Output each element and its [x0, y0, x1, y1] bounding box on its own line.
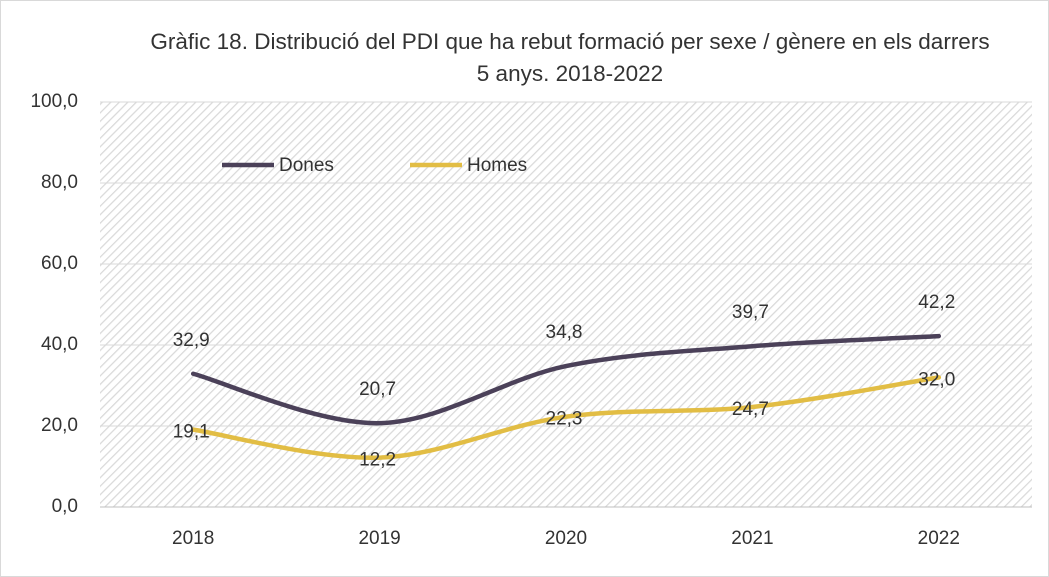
- line: [190, 333, 942, 426]
- data-label: 32,9: [173, 330, 210, 351]
- legend-label: Homes: [467, 155, 527, 176]
- x-tick-label: 2020: [545, 528, 587, 549]
- x-tick-label: 2021: [731, 528, 773, 549]
- y-tick-label: 80,0: [41, 172, 78, 193]
- x-tick-label: 2018: [172, 528, 214, 549]
- x-tick-label: 2022: [918, 528, 960, 549]
- data-label: 19,1: [173, 422, 210, 443]
- line: [190, 375, 942, 460]
- data-label: 20,7: [359, 379, 396, 400]
- data-label: 22,3: [546, 409, 583, 430]
- y-tick-label: 0,0: [52, 496, 78, 517]
- y-tick-label: 100,0: [30, 91, 78, 112]
- y-tick-label: 20,0: [41, 415, 78, 436]
- data-label: 24,7: [732, 399, 769, 420]
- data-label: 12,2: [359, 450, 396, 471]
- x-tick-label: 2019: [358, 528, 400, 549]
- y-tick-label: 60,0: [41, 253, 78, 274]
- plot-area: [100, 102, 1032, 507]
- legend-label: Dones: [279, 155, 334, 176]
- y-tick-label: 40,0: [41, 334, 78, 355]
- data-label: 32,0: [918, 369, 955, 390]
- data-label: 39,7: [732, 302, 769, 323]
- data-label: 42,2: [918, 292, 955, 313]
- data-label: 34,8: [546, 322, 583, 343]
- chart-title: Gràfic 18. Distribució del PDI que ha re…: [150, 29, 990, 86]
